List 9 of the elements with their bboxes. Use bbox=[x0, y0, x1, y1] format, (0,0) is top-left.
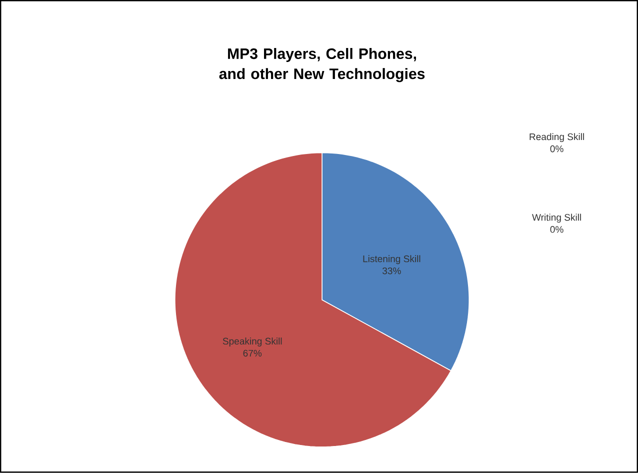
slice-label: Listening Skill bbox=[363, 255, 420, 264]
data-label: 33% bbox=[382, 268, 401, 274]
text: 0% bbox=[550, 226, 564, 233]
slice-label: Speaking Skill bbox=[222, 338, 282, 347]
text: 0% bbox=[550, 146, 564, 152]
category-label: Reading Skill bbox=[530, 133, 584, 142]
category-label: Writing Skill bbox=[532, 214, 581, 223]
chart-title: MP3 Players, Cell Phones, and other New Technologies bbox=[219, 48, 425, 82]
data-label: 67% bbox=[243, 350, 262, 357]
